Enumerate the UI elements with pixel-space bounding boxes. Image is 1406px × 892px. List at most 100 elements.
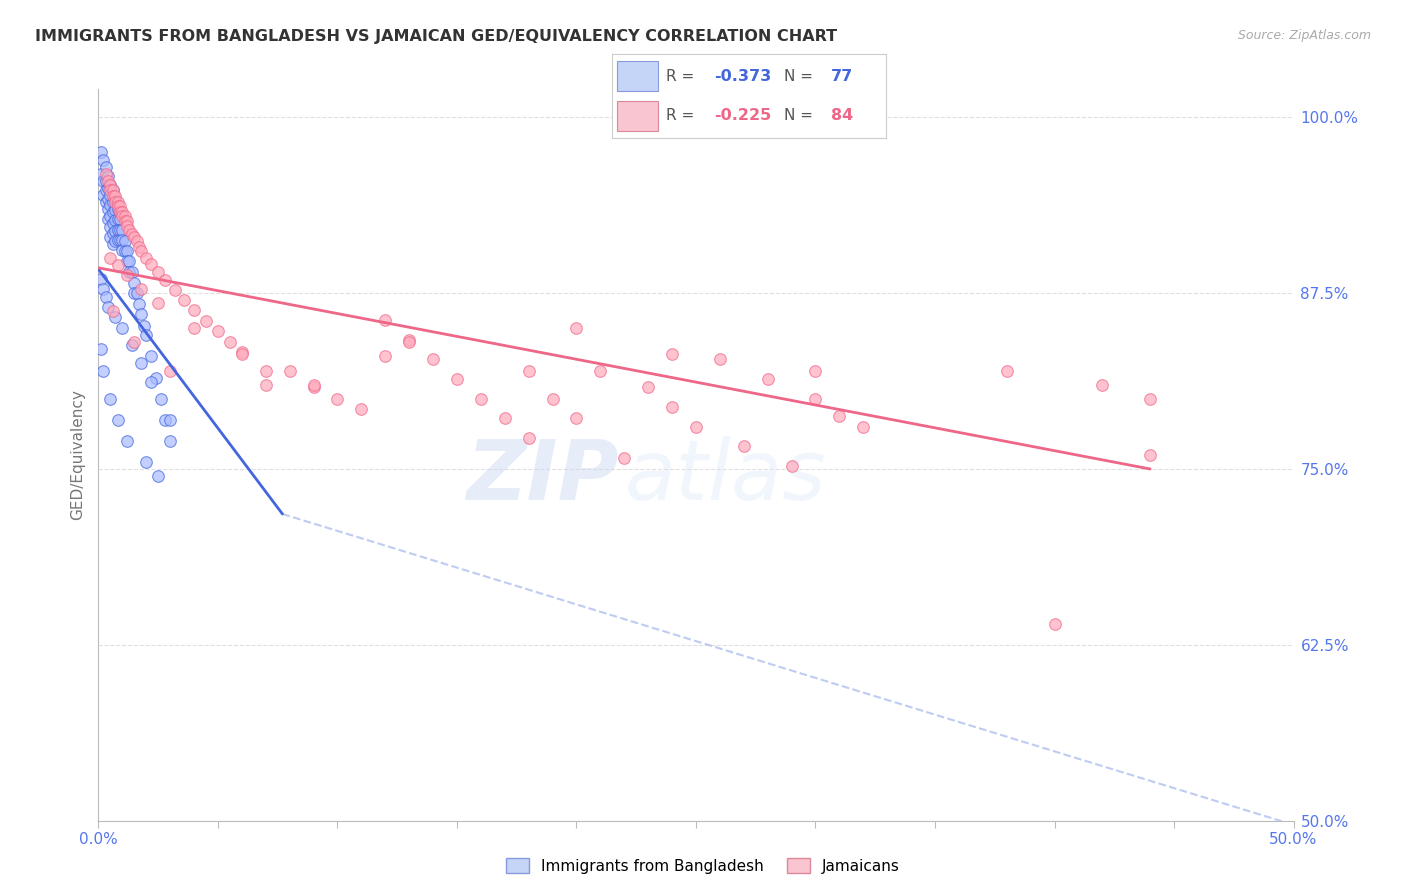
Point [101,184,124,198]
Text: -0.373: -0.373 [714,69,772,84]
Point [139,350,162,364]
Text: Source: ZipAtlas.com: Source: ZipAtlas.com [1237,29,1371,42]
Point [159,413,181,427]
Point [661,400,683,414]
Point [94,174,117,188]
Point [145,370,167,384]
Point [149,392,172,406]
Point [111,233,134,247]
Point [97,202,120,216]
Point [98,220,122,235]
Point [661,346,683,360]
Point [98,187,122,202]
Point [104,213,127,227]
Text: 84: 84 [831,108,853,123]
Point [97,192,120,206]
Point [148,296,170,310]
Point [114,214,136,228]
Point [111,209,134,223]
Point [115,214,138,228]
Point [1139,448,1161,462]
Text: ZIP: ZIP [465,436,619,517]
Point [302,377,325,392]
Point [637,380,659,394]
Point [97,180,120,194]
Text: R =: R = [666,108,700,123]
Point [101,204,124,219]
Point [104,194,127,209]
Point [326,392,349,406]
Point [91,363,114,377]
Point [98,392,122,406]
Point [183,303,205,318]
Point [565,321,588,335]
Point [90,145,112,160]
Point [118,265,141,279]
FancyBboxPatch shape [617,101,658,130]
Point [101,216,124,230]
Point [97,174,120,188]
Point [125,234,148,248]
Point [107,199,129,213]
Point [97,300,120,314]
Point [374,350,396,364]
Point [494,411,516,425]
Point [709,352,731,367]
Point [98,178,122,192]
Point [104,189,127,203]
Point [104,224,127,238]
Point [101,304,124,318]
Point [98,184,122,198]
Point [115,434,138,448]
Point [104,192,127,206]
Point [148,469,170,483]
Point [108,211,131,226]
Point [446,372,468,386]
Point [131,244,153,258]
Point [94,290,117,304]
Point [115,268,138,282]
Point [98,178,122,192]
Point [114,234,136,248]
Point [111,223,134,237]
Point [104,203,127,218]
Point [108,204,131,219]
Point [101,189,124,203]
Point [107,413,129,427]
Point [124,335,146,350]
Point [121,265,143,279]
Point [115,219,138,233]
Point [108,233,131,247]
Point [398,335,420,350]
Point [517,431,540,445]
Point [98,230,122,244]
Point [733,440,755,454]
Point [780,459,803,474]
Point [155,273,177,287]
Point [1139,392,1161,406]
Point [111,243,134,257]
Point [159,363,181,377]
Y-axis label: GED/Equivalency: GED/Equivalency [70,390,86,520]
Point [111,321,134,335]
Point [350,401,373,416]
Point [128,297,150,311]
Point [148,265,170,279]
Point [97,169,120,184]
Point [111,204,134,219]
Text: N =: N = [785,69,818,84]
Point [135,328,157,343]
Point [125,286,148,301]
Text: 77: 77 [831,69,853,84]
Point [114,244,136,258]
Point [139,375,162,389]
Point [541,392,564,406]
Point [104,310,127,324]
Point [101,236,124,251]
Point [132,318,155,333]
Point [131,307,153,321]
Point [128,240,150,254]
Point [278,363,301,377]
Point [124,286,146,301]
Point [121,338,143,352]
